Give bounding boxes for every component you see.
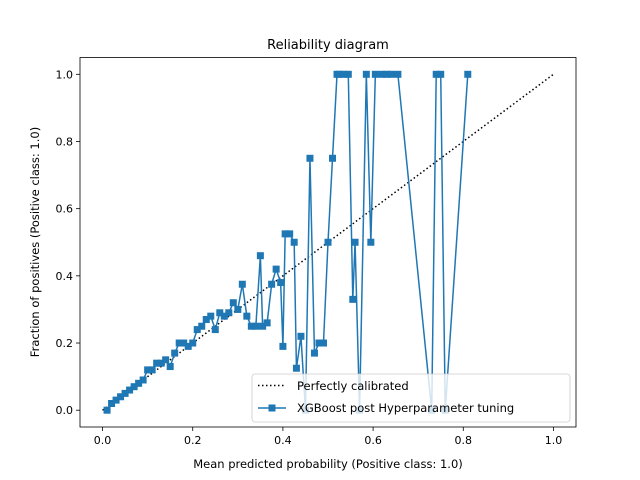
series-marker-xgboost	[252, 322, 260, 330]
series-marker-xgboost	[279, 342, 287, 350]
series-marker-xgboost	[351, 238, 359, 246]
series-marker-xgboost	[437, 70, 445, 78]
series-marker-xgboost	[344, 70, 352, 78]
series-marker-xgboost	[144, 366, 152, 374]
x-tick-label: 0.8	[455, 434, 473, 447]
series-marker-xgboost	[130, 383, 138, 391]
x-tick-label: 1.0	[545, 434, 563, 447]
axes: 0.0 0.2 0.4 0.6 0.8 1.0 0.0 0.2 0.4 0.6 0.8 1.0	[56, 68, 563, 447]
legend-box	[251, 373, 571, 423]
series-marker-xgboost	[464, 70, 472, 78]
series-marker-xgboost	[243, 312, 251, 320]
series-marker-xgboost	[108, 399, 116, 407]
series-marker-xgboost	[103, 406, 111, 414]
series-marker-xgboost	[216, 309, 224, 317]
series-marker-xgboost	[378, 70, 386, 78]
y-tick-label: 0.4	[56, 270, 74, 283]
series-marker-xgboost	[268, 280, 276, 288]
series-marker-xgboost	[184, 342, 192, 350]
series-marker-xgboost	[256, 252, 264, 260]
series-marker-xgboost	[383, 70, 391, 78]
series-marker-xgboost	[394, 70, 402, 78]
y-tick-label: 0.2	[56, 337, 74, 350]
series-marker-xgboost	[180, 339, 188, 347]
series-marker-xgboost	[148, 366, 156, 374]
legend-label-perfect: Perfectly calibrated	[297, 379, 409, 393]
series-marker-xgboost	[310, 349, 318, 357]
y-tick-label: 0.0	[56, 404, 74, 417]
legend-label-xgboost: XGBoost post Hyperparameter tuning	[297, 401, 514, 415]
series-marker-xgboost	[135, 379, 143, 387]
series-marker-xgboost	[189, 339, 197, 347]
series-marker-xgboost	[198, 322, 206, 330]
series-marker-xgboost	[315, 339, 323, 347]
y-tick-label: 1.0	[56, 68, 74, 81]
plot-frame	[79, 57, 577, 428]
x-tick-label: 0.6	[364, 434, 382, 447]
y-tick-label: 0.6	[56, 203, 74, 216]
series-marker-xgboost	[157, 359, 165, 367]
x-tick-label: 0.4	[274, 434, 292, 447]
legend-marker-xgboost	[268, 404, 276, 412]
series-marker-xgboost	[263, 319, 271, 327]
x-tick-label: 0.0	[94, 434, 112, 447]
legend: Perfectly calibrated XGBoost post Hyperp…	[251, 373, 571, 423]
series-marker-xgboost	[238, 280, 246, 288]
y-tick-label: 0.8	[56, 135, 74, 148]
plot-area	[102, 70, 554, 414]
series-marker-xgboost	[286, 230, 294, 238]
series-marker-xgboost	[175, 339, 183, 347]
series-marker-xgboost	[387, 70, 395, 78]
series-marker-xgboost	[335, 70, 343, 78]
series-marker-xgboost	[371, 70, 379, 78]
series-marker-xgboost	[220, 312, 228, 320]
series-marker-xgboost	[362, 70, 370, 78]
chart-title: Reliability diagram	[267, 38, 389, 53]
series-marker-xgboost	[121, 389, 129, 397]
series-marker-xgboost	[281, 230, 289, 238]
series-marker-xgboost	[329, 154, 337, 162]
series-marker-xgboost	[112, 396, 120, 404]
series-marker-xgboost	[277, 279, 285, 287]
series-marker-xgboost	[324, 238, 332, 246]
series-marker-xgboost	[340, 70, 348, 78]
series-marker-xgboost	[297, 332, 305, 340]
series-marker-xgboost	[153, 359, 161, 367]
series-marker-xgboost	[272, 265, 280, 273]
series-marker-xgboost	[234, 305, 242, 313]
series-marker-xgboost	[229, 299, 237, 307]
series-marker-xgboost	[349, 295, 357, 303]
series-marker-xgboost	[306, 154, 314, 162]
series-marker-xgboost	[292, 364, 300, 372]
series-marker-xgboost	[319, 339, 327, 347]
series-marker-xgboost	[432, 70, 440, 78]
series-marker-xgboost	[162, 356, 170, 364]
series-marker-xgboost	[259, 322, 267, 330]
series-marker-xgboost	[139, 376, 147, 384]
series-marker-xgboost	[247, 322, 255, 330]
y-axis-label: Fraction of positives (Positive class: 1…	[28, 127, 42, 357]
series-marker-xgboost	[117, 393, 125, 401]
series-marker-xgboost	[193, 326, 201, 334]
series-marker-xgboost	[166, 363, 174, 371]
series-marker-xgboost	[207, 312, 215, 320]
series-marker-xgboost	[211, 326, 219, 334]
series-marker-xgboost	[202, 316, 210, 324]
x-tick-label: 0.2	[184, 434, 202, 447]
series-marker-xgboost	[367, 238, 375, 246]
series-marker-xgboost	[171, 349, 179, 357]
series-marker-xgboost	[225, 309, 233, 317]
x-axis-label: Mean predicted probability (Positive cla…	[193, 457, 463, 471]
series-marker-xgboost	[290, 238, 298, 246]
series-marker-xgboost	[126, 386, 134, 394]
